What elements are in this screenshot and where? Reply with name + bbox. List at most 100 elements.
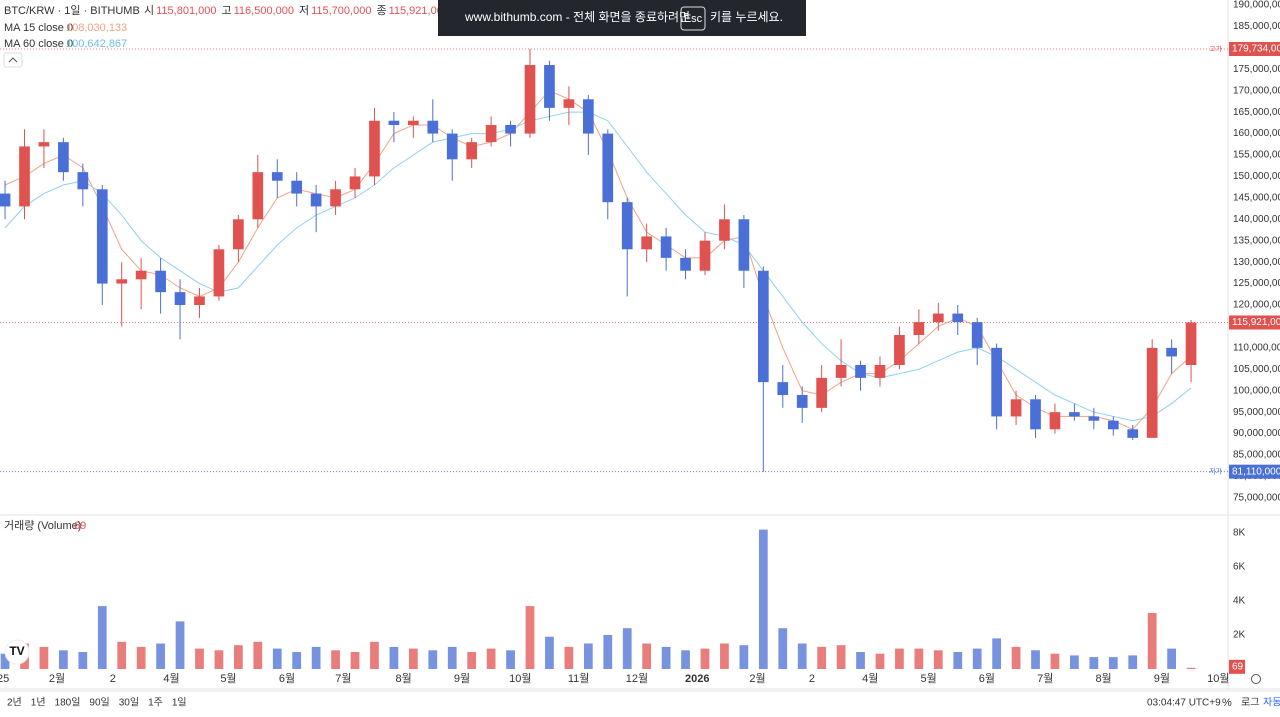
legend-ma60-value: 100,642,867	[66, 38, 127, 50]
x-tick-label: 11월	[568, 672, 590, 685]
range-button[interactable]: 180일	[55, 697, 81, 709]
candle-body	[738, 219, 750, 271]
toolbar: 03:04:47 UTC+9 % 로그 자동	[1147, 674, 1280, 709]
x-tick-label: 7월	[1037, 672, 1053, 685]
volume-bar	[39, 646, 49, 669]
volume-bar	[350, 651, 360, 669]
volume-bar	[331, 650, 340, 669]
y-tick-label: 2K	[1233, 630, 1246, 641]
overlay-bg	[438, 0, 806, 36]
candle-body	[1049, 412, 1061, 430]
volume-bar	[214, 650, 224, 669]
volume-bar	[642, 643, 652, 669]
x-tick-label: 6월	[979, 672, 995, 685]
ohlc-value: 115,921,000	[389, 5, 449, 17]
volume-bar	[895, 648, 904, 669]
ohlc-key: 종	[376, 5, 386, 17]
volume-last: 69	[74, 520, 86, 532]
x-tick-label: 2월	[49, 672, 65, 685]
logo: TV	[9, 644, 24, 658]
volume-bar	[778, 628, 788, 669]
range-button[interactable]: 1일	[172, 697, 187, 709]
range-button[interactable]: 90일	[89, 697, 109, 709]
candle-body	[660, 236, 672, 258]
ohlc-value: 115,801,000	[156, 5, 216, 17]
collapse-button[interactable]	[3, 52, 23, 68]
candle-body	[233, 219, 244, 250]
legend-ma15-value: 108,030,133	[66, 22, 127, 34]
candle-body	[194, 296, 205, 306]
x-tick-label: 2026	[685, 673, 709, 685]
y-tick-label: 155,000,000	[1233, 150, 1280, 161]
candle-body	[563, 99, 575, 108]
candle-body	[58, 142, 69, 173]
collapse-icon	[8, 57, 18, 63]
volume-bar	[486, 648, 496, 669]
candle-body	[96, 189, 108, 284]
candle-body	[894, 335, 905, 366]
volume-bar	[856, 651, 865, 669]
range-button[interactable]: 30일	[119, 697, 139, 709]
volume-bar	[758, 529, 768, 669]
volume-bar	[1070, 655, 1079, 669]
volume-bar	[583, 643, 593, 669]
volume-bar	[914, 648, 924, 669]
range-button[interactable]: 1년	[31, 697, 46, 709]
candle-body	[971, 322, 983, 348]
y-tick-label: 165,000,000	[1233, 107, 1280, 118]
volume-bar	[253, 641, 263, 669]
settings-icon[interactable]	[1251, 674, 1261, 684]
price-label-bg	[1229, 42, 1280, 57]
volume-bar	[564, 646, 574, 669]
log-button[interactable]: 로그	[1241, 698, 1259, 709]
volume-bar	[817, 646, 827, 669]
price-label-bg	[1229, 464, 1280, 479]
volume-bar	[992, 638, 1002, 669]
volume-bar	[311, 646, 321, 669]
legend-ma60: MA 60 close 0	[4, 38, 73, 50]
x-tick-label: 9월	[454, 672, 470, 685]
candle-body	[1107, 420, 1119, 430]
volume-bar	[156, 643, 165, 669]
x-tick-label: 25	[0, 673, 9, 685]
tv-logo: TV	[4, 639, 30, 665]
x-tick-label: 10월	[509, 672, 531, 685]
candle-body	[0, 193, 11, 207]
candle-body	[174, 292, 186, 306]
symbol: BTC/KRW · 1일 · BITHUMB	[4, 3, 140, 17]
volume-bar	[1031, 650, 1040, 669]
overlay-suffix: 키를 누르세요.	[710, 10, 783, 24]
candle-body	[757, 270, 769, 383]
candle-body	[1166, 347, 1177, 357]
volume-bar	[0, 653, 10, 669]
volume-bar	[1167, 648, 1176, 669]
range-button[interactable]: 1주	[148, 698, 163, 709]
candle-body	[1146, 347, 1158, 438]
volume-bar	[1089, 657, 1099, 669]
y-tick-label: 95,000,000	[1233, 407, 1280, 418]
x-tick-label: 8월	[1095, 672, 1111, 685]
candle-body	[855, 365, 866, 378]
percent-button[interactable]: %	[1222, 697, 1232, 709]
x-tick-label: 7월	[335, 672, 351, 685]
x-tick-label: 4월	[163, 672, 179, 685]
volume-bar	[78, 651, 88, 669]
range-button[interactable]: 2년	[7, 697, 22, 709]
esc-key: Esc	[684, 13, 703, 25]
candle-body	[388, 120, 400, 126]
candle-body	[932, 313, 944, 323]
volume-bar	[1108, 657, 1118, 669]
price-label: 179,734,000	[1232, 44, 1280, 55]
volume-bar	[836, 645, 846, 669]
ohlc-key: 저	[299, 4, 309, 17]
ohlc-value: 116,500,000	[234, 5, 294, 17]
candle-body	[582, 99, 594, 134]
volume-bar	[545, 636, 554, 669]
auto-button[interactable]: 자동	[1263, 697, 1280, 709]
candle-body	[1010, 399, 1022, 417]
candle-body	[466, 142, 478, 160]
legend-ma15: MA 15 close 0	[4, 22, 73, 34]
volume-title: 거래량 (Volume)	[4, 519, 81, 532]
volume-bar	[875, 653, 885, 669]
